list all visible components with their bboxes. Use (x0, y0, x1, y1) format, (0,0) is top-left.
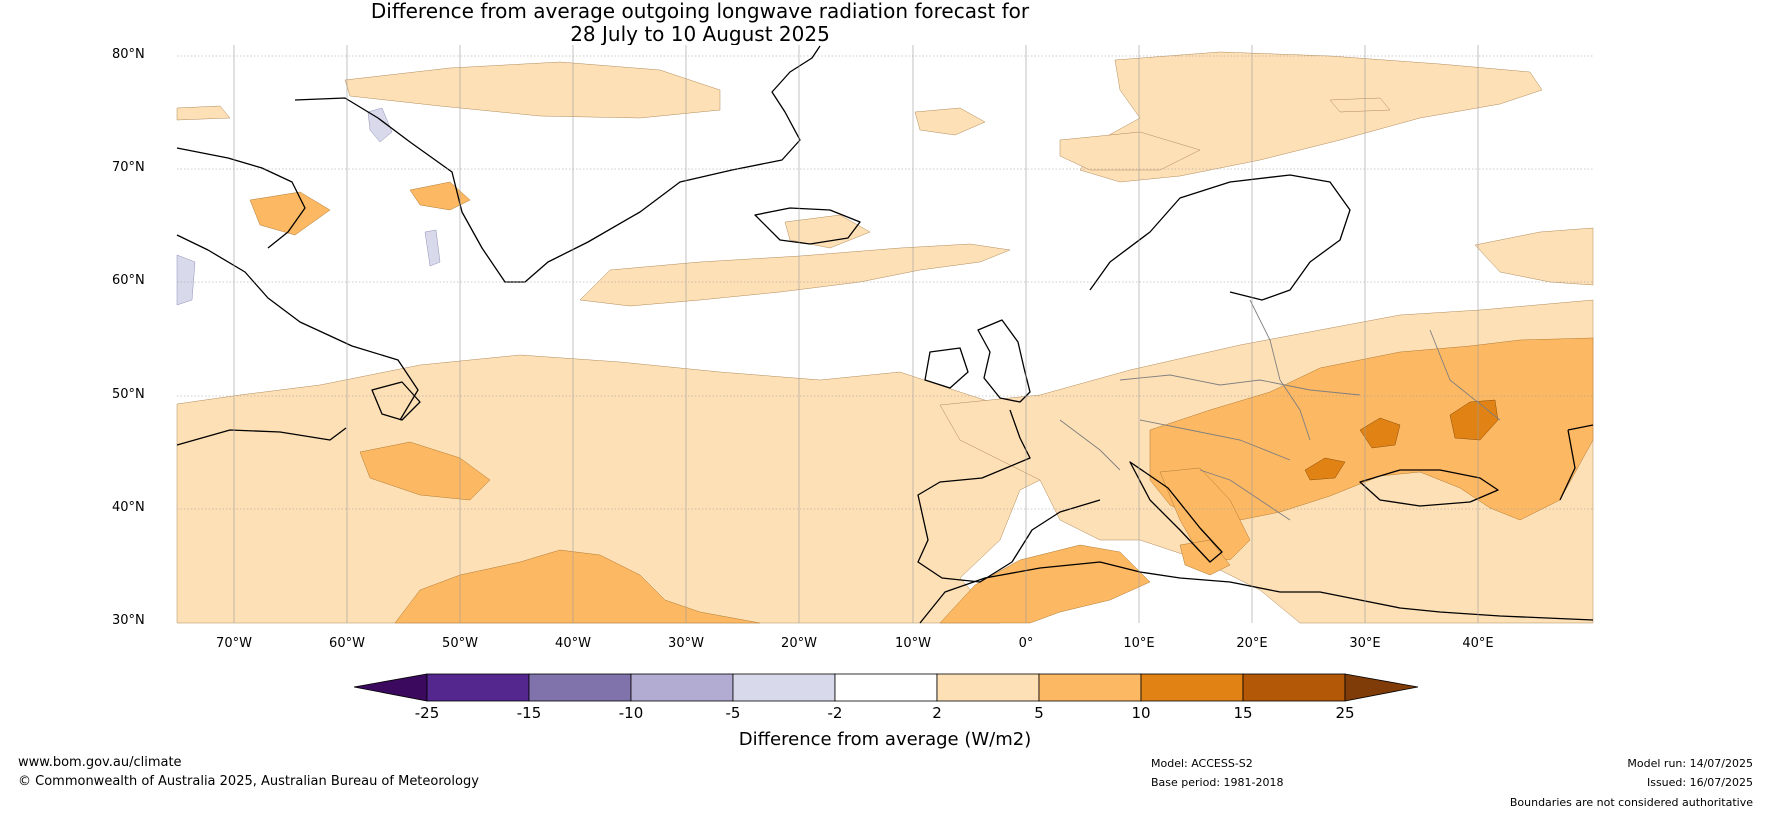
colorbar-extend-high (1344, 673, 1419, 702)
iceland-coast (754, 207, 861, 245)
nova-scotia-coast (176, 427, 347, 446)
lat-label-60n: 60°N (112, 273, 145, 288)
colorbar-tick: -5 (725, 704, 741, 722)
colorbar-extend-low (353, 673, 428, 702)
lon-label-30w: 30°W (668, 636, 704, 651)
lon-label-70w: 70°W (216, 636, 252, 651)
lat-label-40n: 40°N (112, 500, 145, 515)
colorbar (353, 673, 1419, 702)
colorbar-cell (630, 673, 734, 702)
lon-label-20w: 20°W (781, 636, 817, 651)
lon-label-60w: 60°W (329, 636, 365, 651)
colorbar-cell (834, 673, 938, 702)
coastlines (176, 45, 1594, 624)
europe-west-coast (917, 409, 1101, 583)
model-text: Model: ACCESS-S2 (1151, 757, 1253, 770)
graticule (177, 55, 1593, 510)
colorbar-tick: 25 (1335, 704, 1355, 722)
colorbar-cell (426, 673, 530, 702)
country-borders (1059, 299, 1501, 521)
labrador-coast (176, 234, 419, 421)
map-panel (176, 45, 1594, 624)
lon-label-40e: 40°E (1462, 636, 1494, 651)
colorbar-tick: -10 (618, 704, 644, 722)
lat-label-50n: 50°N (112, 387, 145, 402)
colorbar-tick: 2 (932, 704, 942, 722)
lon-label-40w: 40°W (555, 636, 591, 651)
lon-label-50w: 50°W (442, 636, 478, 651)
title-line-2: 28 July to 10 August 2025 (570, 22, 830, 46)
colorbar-cell (1140, 673, 1244, 702)
ireland-coast (924, 347, 969, 389)
black-sea-coast (1359, 469, 1499, 507)
colorbar-tick: -15 (516, 704, 542, 722)
lon-label-0: 0° (1018, 636, 1034, 651)
map-title: Difference from average outgoing longwav… (0, 0, 1400, 46)
disclaimer-text: Boundaries are not considered authoritat… (1509, 796, 1753, 809)
baffin-coast (176, 147, 306, 249)
base-period-text: Base period: 1981-2018 (1151, 776, 1284, 789)
model-run-text: Model run: 14/07/2025 (1627, 757, 1753, 770)
colorbar-tick: 15 (1233, 704, 1253, 722)
negative-anomaly-regions (176, 107, 441, 306)
caspian-coast (1559, 424, 1594, 501)
colorbar-cell (1038, 673, 1142, 702)
copyright-text: © Commonwealth of Australia 2025, Austra… (18, 774, 479, 789)
colorbar-tick: -2 (827, 704, 843, 722)
meridians (233, 45, 1479, 623)
greenland-coast (294, 45, 821, 283)
colorbar-cell (936, 673, 1040, 702)
colorbar-cell (1242, 673, 1346, 702)
britain-coast (977, 319, 1031, 403)
colorbar-cell (732, 673, 836, 702)
issued-text: Issued: 16/07/2025 (1646, 776, 1753, 789)
scandinavia-coast (1089, 174, 1351, 301)
colorbar-cell (528, 673, 632, 702)
website-link[interactable]: www.bom.gov.au/climate (18, 755, 182, 770)
positive-anomaly-strong-regions (1304, 399, 1499, 481)
colorbar-tick: 5 (1034, 704, 1044, 722)
lat-label-70n: 70°N (112, 160, 145, 175)
lon-label-30e: 30°E (1349, 636, 1381, 651)
newfoundland-coast (371, 381, 421, 421)
north-africa-coast (919, 561, 1594, 624)
title-line-1: Difference from average outgoing longwav… (370, 0, 1030, 23)
lat-label-30n: 30°N (112, 613, 145, 628)
lat-label-80n: 80°N (112, 47, 145, 62)
lon-label-10e: 10°E (1123, 636, 1155, 651)
colorbar-tick: -25 (414, 704, 440, 722)
lon-label-10w: 10°W (895, 636, 931, 651)
italy-coast (1129, 461, 1223, 563)
colorbar-label: Difference from average (W/m2) (738, 729, 1032, 750)
colorbar-tick: 10 (1131, 704, 1151, 722)
lon-label-20e: 20°E (1236, 636, 1268, 651)
